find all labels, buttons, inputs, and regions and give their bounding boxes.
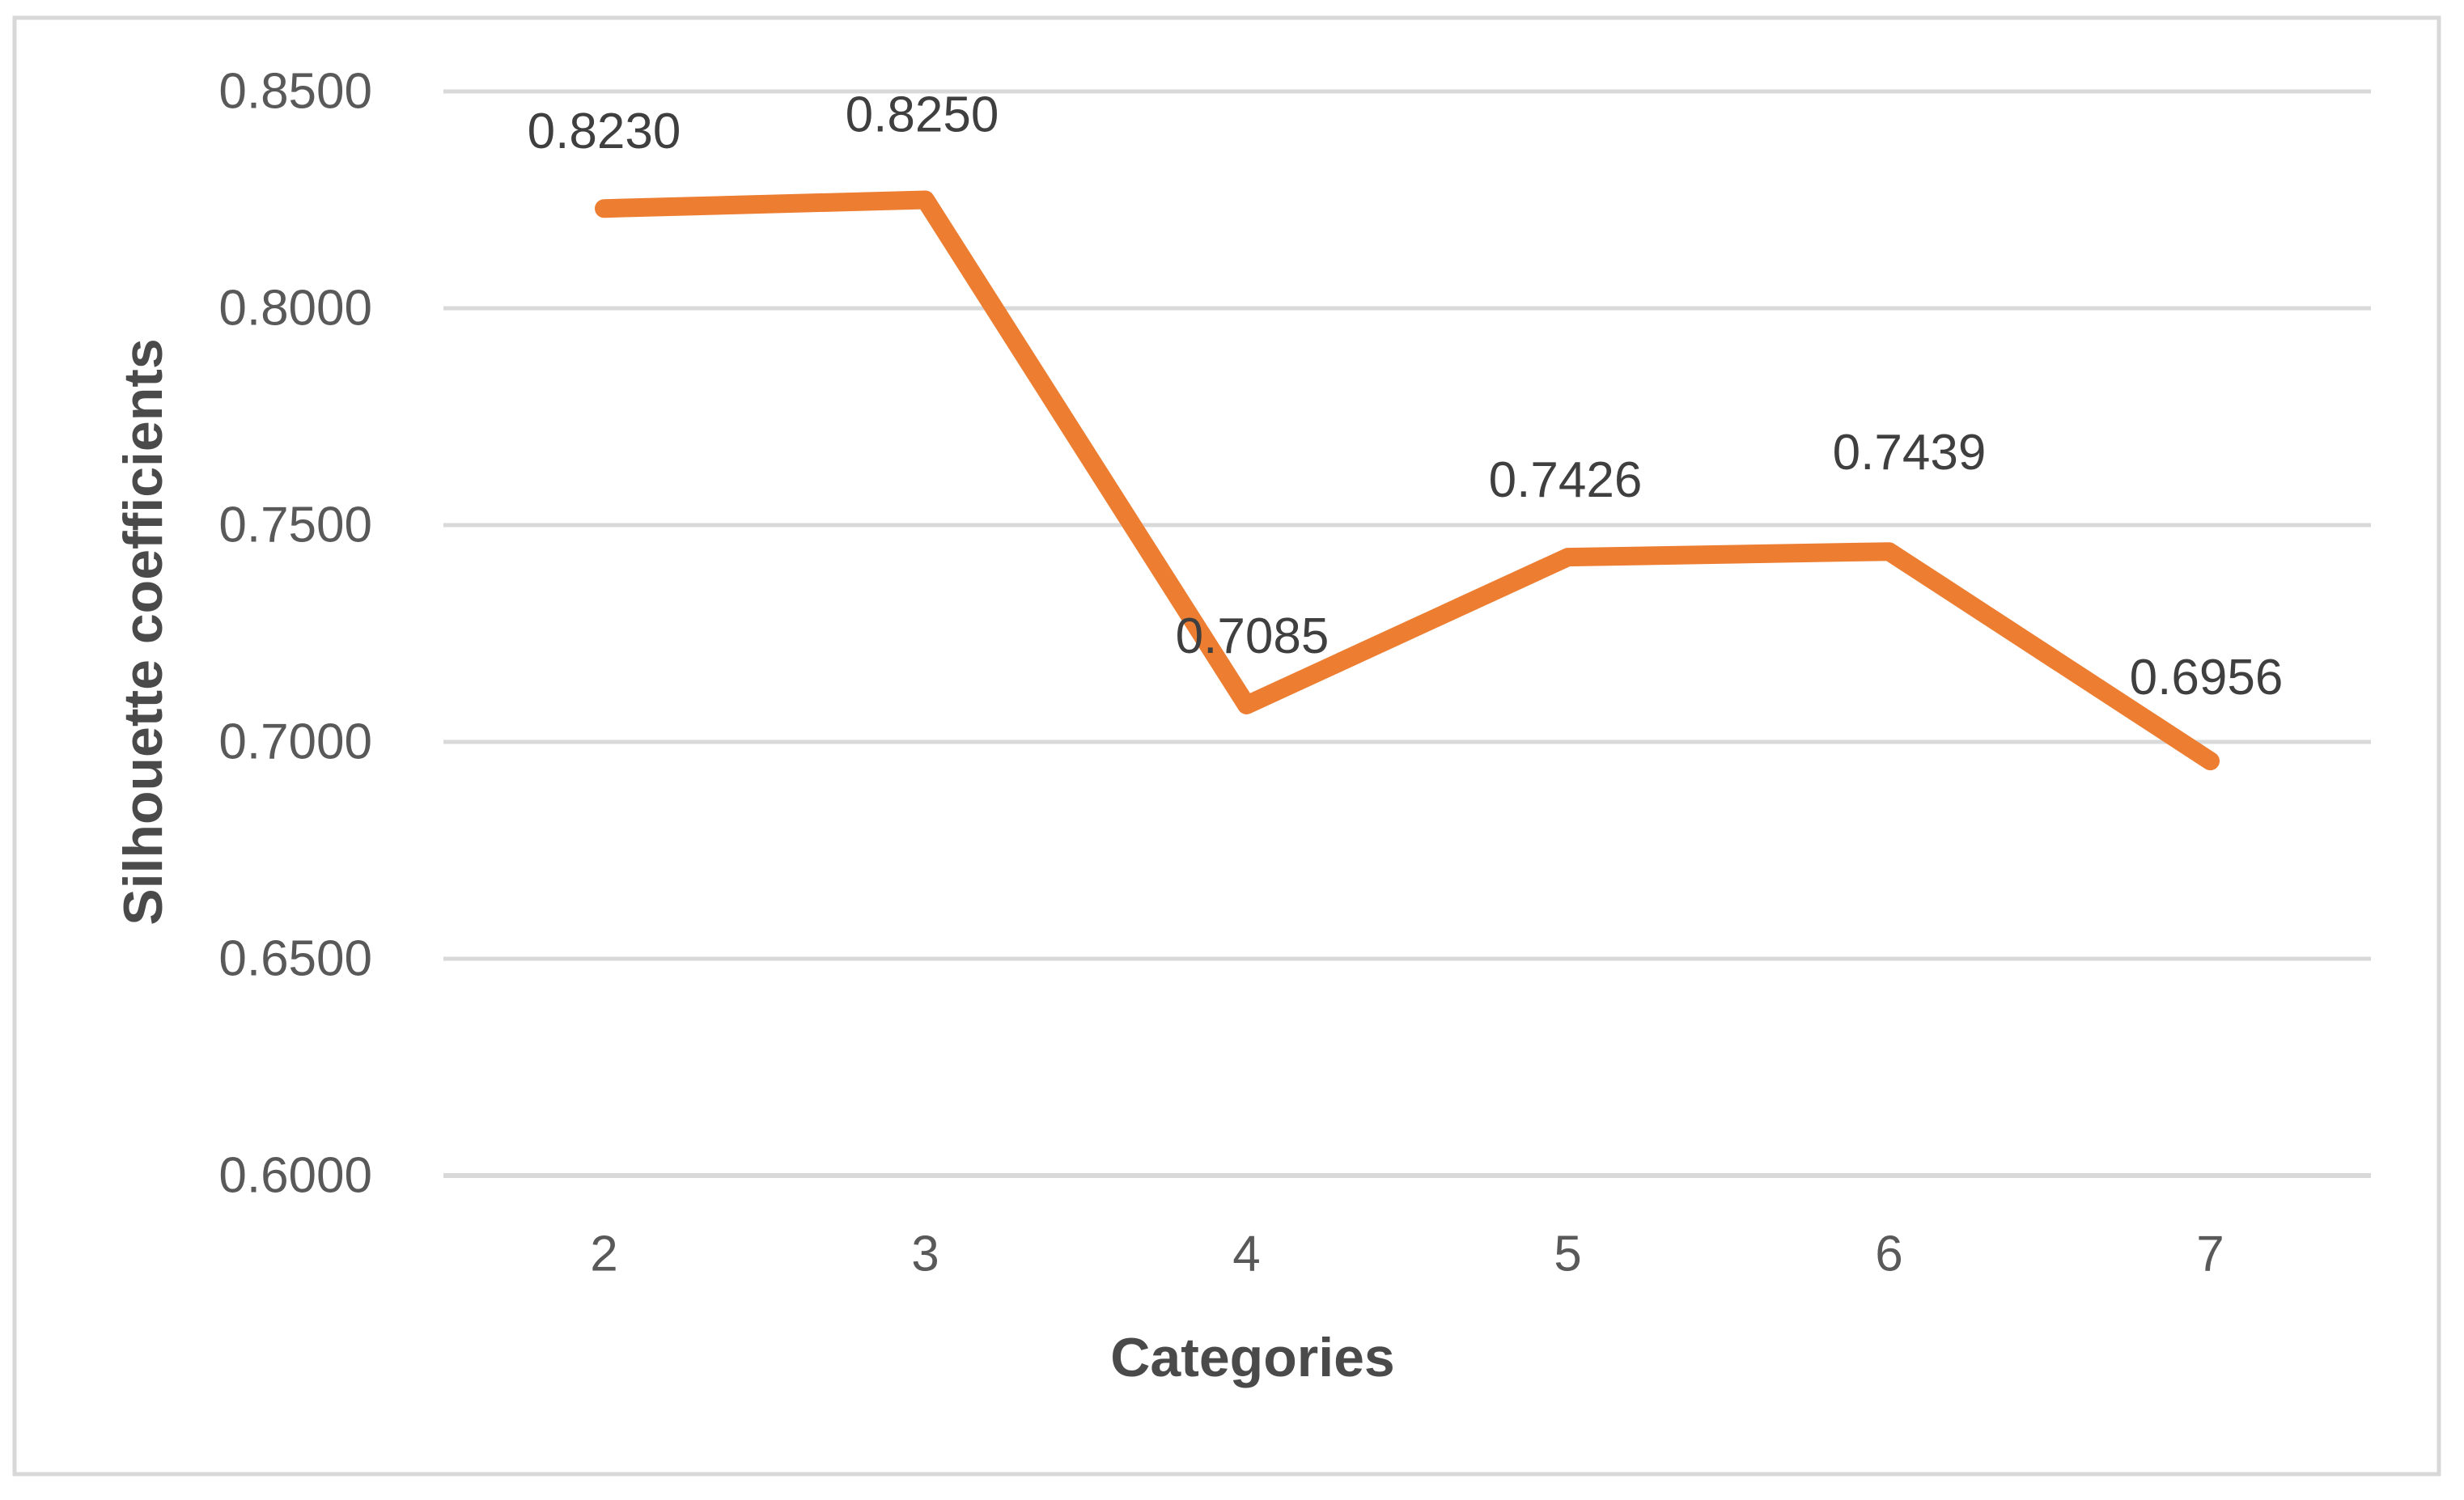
data-label: 0.8230 [528,104,681,159]
y-axis-title: Silhouette coefficients [112,338,174,925]
x-tick-label: 7 [2196,1227,2224,1282]
y-tick-label: 0.7500 [218,498,372,553]
y-tick-label: 0.6000 [218,1148,372,1204]
series-line [595,190,2220,771]
x-tick-label: 4 [1232,1227,1260,1282]
y-tick-label: 0.8500 [218,64,372,120]
x-axis-title: Categories [1110,1327,1394,1388]
x-tick-label: 2 [590,1227,617,1282]
data-label: 0.8250 [846,87,999,143]
data-point-labels: 0.8230 0.8250 0.7085 0.7426 0.7439 0.6956 [528,87,2284,706]
y-axis-tick-labels: 0.8500 0.8000 0.7500 0.7000 0.6500 0.6000 [218,64,372,1204]
data-label: 0.7439 [1833,425,1987,481]
y-tick-label: 0.6500 [218,931,372,987]
y-tick-label: 0.7000 [218,714,372,770]
data-label: 0.6956 [2130,650,2284,706]
data-series [595,190,2220,771]
gridlines [443,89,2371,1178]
data-label: 0.7426 [1489,452,1643,508]
x-tick-label: 3 [911,1227,939,1282]
chart-border [12,15,2441,1477]
x-tick-label: 6 [1875,1227,1902,1282]
x-axis-tick-labels: 2 3 4 5 6 7 [590,1227,2224,1282]
data-label: 0.7085 [1176,608,1330,664]
x-tick-label: 5 [1554,1227,1581,1282]
y-tick-label: 0.8000 [218,281,372,337]
